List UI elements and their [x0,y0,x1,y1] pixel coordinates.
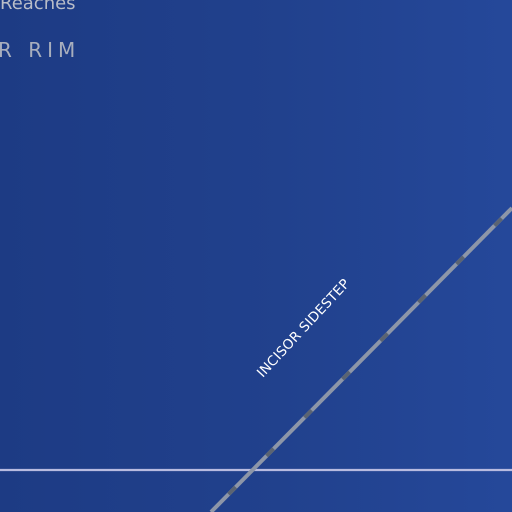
road-dash-pattern [209,206,512,512]
region-label-rim: R RIM [0,38,81,62]
region-label-reaches: Reaches [0,0,76,14]
